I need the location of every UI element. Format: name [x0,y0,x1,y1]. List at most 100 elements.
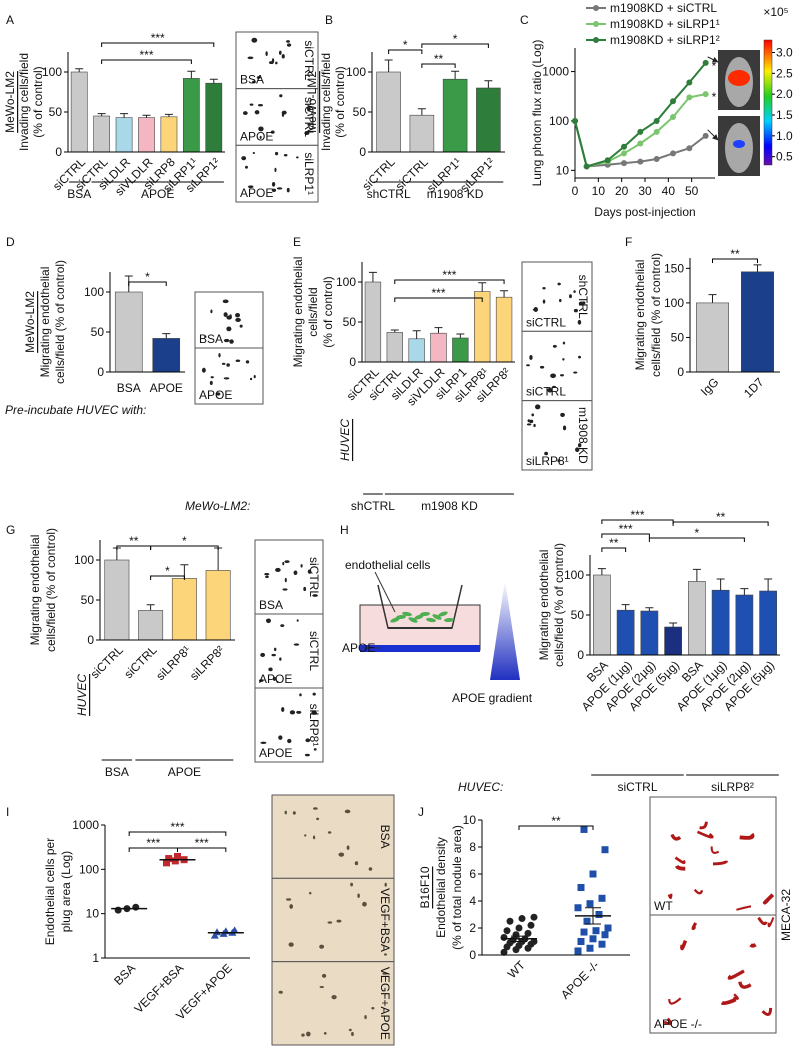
cell [299,693,302,697]
schematic-label: APOE gradient [452,691,533,705]
cell [312,594,318,597]
endothelial-cell [396,614,406,620]
endothelial-cell [402,611,412,617]
error-bar [209,78,218,84]
side-label: HUVEC [338,419,352,461]
bar [430,332,447,363]
cell [304,753,310,757]
y-tick-label: 50 [91,325,105,339]
cell [272,676,276,681]
y-tick-label: 10 [556,163,570,177]
error-bar [146,604,155,611]
cell [311,710,317,715]
image-label: shCTRL [576,275,590,319]
cell [364,1014,367,1020]
significance-label: *** [170,820,184,834]
cell [251,37,258,43]
point [601,846,609,854]
y-tick-label: 50 [353,105,367,119]
point [165,855,173,863]
row-label: Pre-incubate HUVEC with: [5,403,146,417]
y-tick-label: 1000 [72,818,99,832]
micrograph [235,31,319,90]
y-tick-label: 4 [469,894,476,908]
cell [286,898,292,901]
cell [235,313,241,318]
point [670,150,676,157]
vessel [680,940,688,951]
cell [282,588,288,591]
point [174,852,181,860]
pointer [374,571,396,613]
vessel [736,905,752,911]
cell [235,317,241,322]
cell [279,657,282,661]
cell [293,643,300,646]
schematic-label: endothelial cells [345,558,430,572]
error-bar [669,622,678,627]
point [601,931,609,939]
y-tick-label: 2 [469,921,476,935]
point [163,859,170,867]
y-axis-label: Endothelial density [434,837,448,938]
point [637,128,644,135]
significance-label: * [712,90,717,104]
significance-label: * [453,32,458,46]
error-bar [621,604,630,611]
cell [239,324,243,328]
point [580,825,588,833]
cell [308,891,312,895]
cell [562,425,567,431]
cell [547,387,553,393]
bar [593,574,611,656]
cell [226,363,230,367]
y-tick-label: 0 [359,145,366,159]
cell [535,404,541,410]
cell [383,953,388,956]
cell [573,290,576,293]
significance-bracket [150,575,185,580]
cell [296,156,299,159]
y-axis-label: MeWo-LM2 [305,71,319,133]
cell [350,882,354,887]
y-tick-label: 0 [87,633,94,647]
panel-letter: F [625,235,632,249]
cell [275,61,278,65]
vessel [739,832,755,840]
significance-label: ** [129,534,139,548]
bar [495,296,513,363]
cell [218,353,221,358]
cell [271,188,277,193]
y-axis-label: Migrating endothelial [537,550,551,661]
legend-label: m1908KD + siLRP1² [610,33,720,47]
cell [265,51,268,57]
endothelial-cell [432,614,442,620]
legend-marker [593,5,599,11]
error-bar [162,333,171,339]
cell [303,586,307,592]
micrograph [254,687,324,763]
error-bar [434,327,443,334]
error-bar [456,333,465,338]
significance-label: *** [139,48,153,62]
cell [526,423,532,426]
cell [531,413,535,417]
point [637,158,644,165]
vessel [696,830,714,839]
bar [476,87,501,153]
cell [557,282,561,286]
cell [286,43,292,47]
error-bar [417,108,426,116]
cell [382,972,388,975]
micrograph [521,261,593,332]
image-label: APOE [259,746,292,760]
cell [257,104,263,107]
significance-bracket [388,49,423,54]
endothelial-cell [426,617,436,623]
cell [281,111,285,117]
stain-label: MECA-32 [779,889,793,941]
bar [138,610,164,641]
endothelial-cell [414,614,424,620]
y-tick-label: 10 [463,813,477,827]
cell [560,374,564,377]
